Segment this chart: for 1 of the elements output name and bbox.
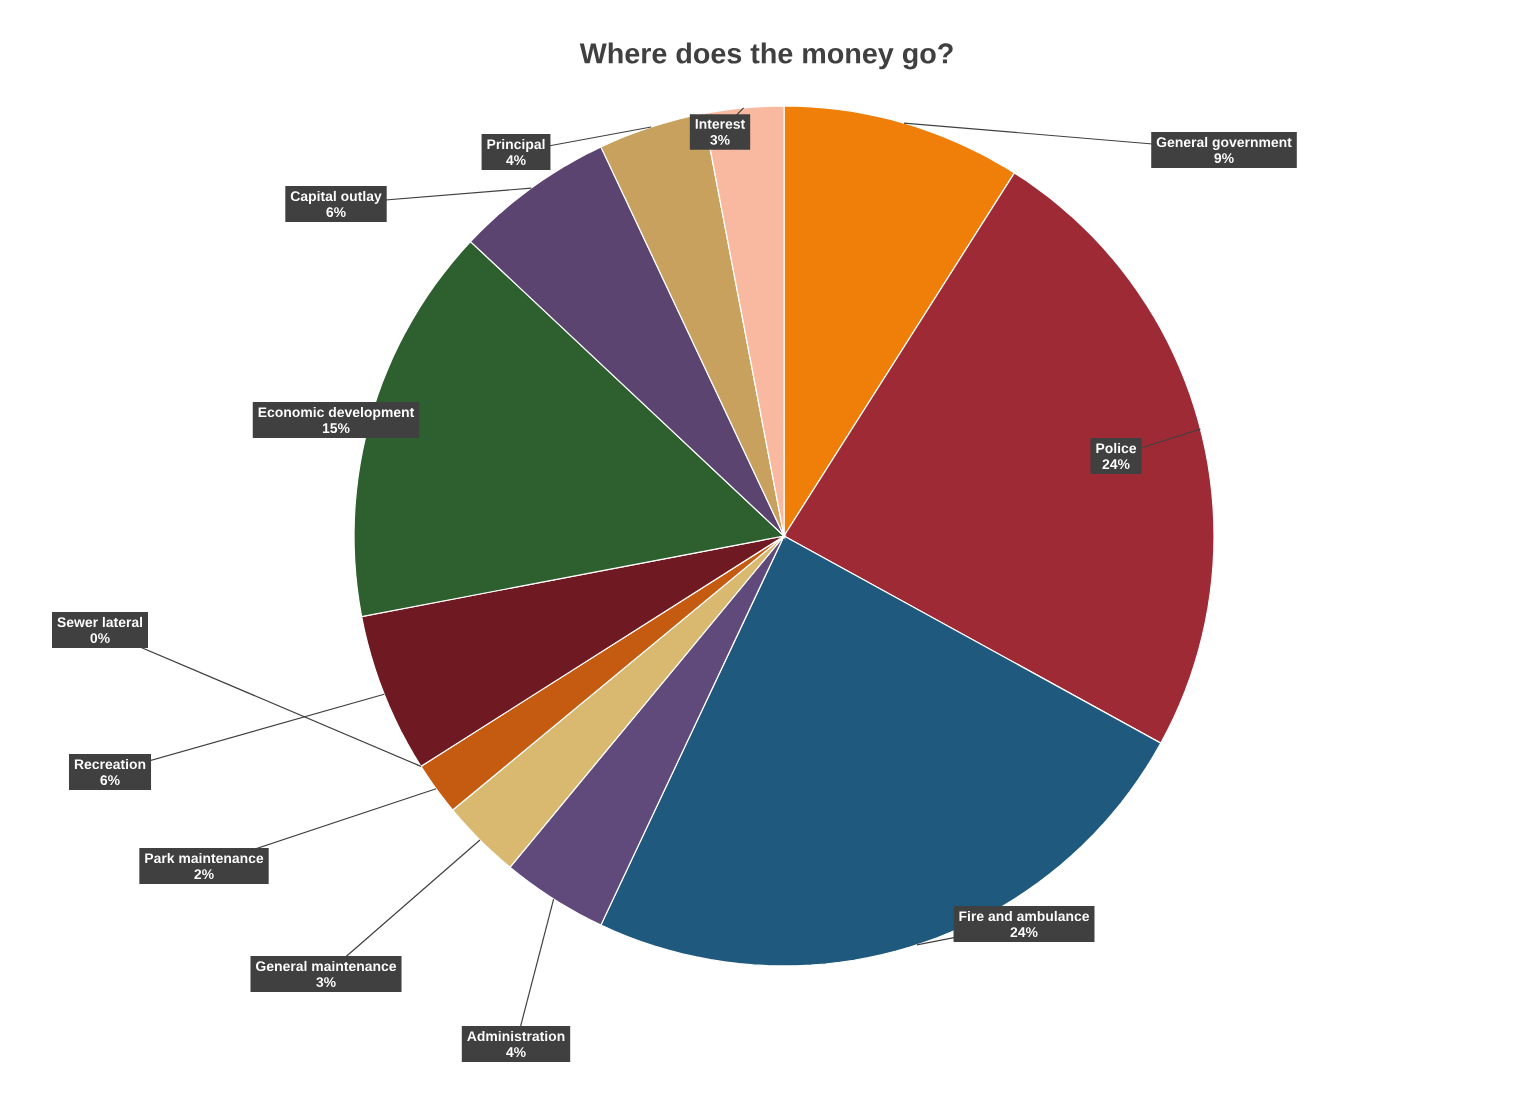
chart-title: Where does the money go? [579, 42, 953, 70]
